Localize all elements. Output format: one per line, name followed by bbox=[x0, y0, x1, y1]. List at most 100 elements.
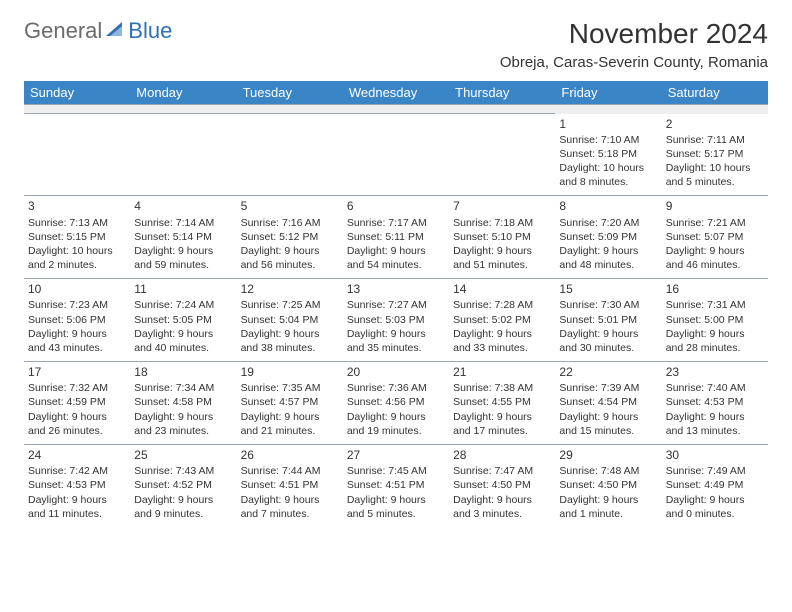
daylight-text: Daylight: 9 hours bbox=[347, 244, 445, 258]
week-row: 24Sunrise: 7:42 AMSunset: 4:53 PMDayligh… bbox=[24, 445, 768, 527]
day-number: 3 bbox=[28, 198, 126, 214]
day-cell: 3 Sunrise: 7:13 AMSunset: 5:15 PMDaylight… bbox=[24, 196, 130, 279]
daylight-text: Daylight: 9 hours bbox=[347, 327, 445, 341]
sunset-text: Sunset: 4:51 PM bbox=[347, 478, 445, 492]
day-cell: 7Sunrise: 7:18 AMSunset: 5:10 PMDaylight… bbox=[449, 196, 555, 279]
daylight-text: and 26 minutes. bbox=[28, 424, 126, 438]
day-number: 18 bbox=[134, 364, 232, 380]
spacer-row bbox=[24, 105, 768, 114]
calendar-table: Sunday Monday Tuesday Wednesday Thursday… bbox=[24, 81, 768, 527]
daylight-text: Daylight: 9 hours bbox=[666, 493, 764, 507]
daylight-text: Daylight: 9 hours bbox=[134, 244, 232, 258]
sunset-text: Sunset: 4:58 PM bbox=[134, 395, 232, 409]
daylight-text: Daylight: 10 hours bbox=[28, 244, 126, 258]
day-number: 9 bbox=[666, 198, 764, 214]
day-cell: 23Sunrise: 7:40 AMSunset: 4:53 PMDayligh… bbox=[662, 362, 768, 445]
month-title: November 2024 bbox=[500, 18, 768, 50]
sunrise-text: Sunrise: 7:31 AM bbox=[666, 298, 764, 312]
calendar-body: 1Sunrise: 7:10 AMSunset: 5:18 PMDaylight… bbox=[24, 114, 768, 527]
sunset-text: Sunset: 5:04 PM bbox=[241, 313, 339, 327]
day-number: 16 bbox=[666, 281, 764, 297]
daylight-text: Daylight: 9 hours bbox=[559, 244, 657, 258]
day-number: 25 bbox=[134, 447, 232, 463]
daylight-text: Daylight: 10 hours bbox=[559, 161, 657, 175]
sunset-text: Sunset: 5:15 PM bbox=[28, 230, 126, 244]
day-number: 7 bbox=[453, 198, 551, 214]
sunset-text: Sunset: 5:17 PM bbox=[666, 147, 764, 161]
daylight-text: and 5 minutes. bbox=[347, 507, 445, 521]
daylight-text: Daylight: 9 hours bbox=[28, 410, 126, 424]
day-cell: 20Sunrise: 7:36 AMSunset: 4:56 PMDayligh… bbox=[343, 362, 449, 445]
day-cell: 5Sunrise: 7:16 AMSunset: 5:12 PMDaylight… bbox=[237, 196, 343, 279]
sunset-text: Sunset: 5:03 PM bbox=[347, 313, 445, 327]
daylight-text: Daylight: 9 hours bbox=[28, 493, 126, 507]
daylight-text: Daylight: 9 hours bbox=[453, 493, 551, 507]
empty-cell bbox=[130, 114, 236, 196]
sunrise-text: Sunrise: 7:23 AM bbox=[28, 298, 126, 312]
daylight-text: Daylight: 9 hours bbox=[453, 327, 551, 341]
header: General Blue November 2024 Obreja, Caras… bbox=[24, 18, 768, 71]
daylight-text: and 1 minute. bbox=[559, 507, 657, 521]
daylight-text: and 21 minutes. bbox=[241, 424, 339, 438]
daylight-text: and 9 minutes. bbox=[134, 507, 232, 521]
sunrise-text: Sunrise: 7:28 AM bbox=[453, 298, 551, 312]
sunrise-text: Sunrise: 7:48 AM bbox=[559, 464, 657, 478]
sunrise-text: Sunrise: 7:13 AM bbox=[28, 216, 126, 230]
sunset-text: Sunset: 5:11 PM bbox=[347, 230, 445, 244]
day-cell: 9Sunrise: 7:21 AMSunset: 5:07 PMDaylight… bbox=[662, 196, 768, 279]
sunrise-text: Sunrise: 7:20 AM bbox=[559, 216, 657, 230]
daylight-text: and 54 minutes. bbox=[347, 258, 445, 272]
day-cell: 10Sunrise: 7:23 AMSunset: 5:06 PMDayligh… bbox=[24, 279, 130, 362]
daylight-text: and 3 minutes. bbox=[453, 507, 551, 521]
daylight-text: and 11 minutes. bbox=[28, 507, 126, 521]
sunrise-text: Sunrise: 7:16 AM bbox=[241, 216, 339, 230]
sunset-text: Sunset: 4:54 PM bbox=[559, 395, 657, 409]
day-number: 11 bbox=[134, 281, 232, 297]
daylight-text: and 17 minutes. bbox=[453, 424, 551, 438]
day-cell: 15Sunrise: 7:30 AMSunset: 5:01 PMDayligh… bbox=[555, 279, 661, 362]
sunset-text: Sunset: 5:12 PM bbox=[241, 230, 339, 244]
empty-cell bbox=[343, 114, 449, 196]
week-row: 10Sunrise: 7:23 AMSunset: 5:06 PMDayligh… bbox=[24, 279, 768, 362]
day-number: 27 bbox=[347, 447, 445, 463]
brand-logo: General Blue bbox=[24, 18, 172, 44]
calendar-page: General Blue November 2024 Obreja, Caras… bbox=[0, 0, 792, 545]
sunrise-text: Sunrise: 7:14 AM bbox=[134, 216, 232, 230]
daylight-text: and 15 minutes. bbox=[559, 424, 657, 438]
daylight-text: Daylight: 9 hours bbox=[241, 410, 339, 424]
sunrise-text: Sunrise: 7:10 AM bbox=[559, 133, 657, 147]
day-number: 4 bbox=[134, 198, 232, 214]
day-cell: 2Sunrise: 7:11 AMSunset: 5:17 PMDaylight… bbox=[662, 114, 768, 196]
day-number: 17 bbox=[28, 364, 126, 380]
day-cell: 28Sunrise: 7:47 AMSunset: 4:50 PMDayligh… bbox=[449, 445, 555, 527]
day-number: 28 bbox=[453, 447, 551, 463]
day-number: 22 bbox=[559, 364, 657, 380]
day-cell: 16Sunrise: 7:31 AMSunset: 5:00 PMDayligh… bbox=[662, 279, 768, 362]
sunrise-text: Sunrise: 7:39 AM bbox=[559, 381, 657, 395]
day-number: 30 bbox=[666, 447, 764, 463]
day-cell: 19Sunrise: 7:35 AMSunset: 4:57 PMDayligh… bbox=[237, 362, 343, 445]
empty-cell bbox=[24, 114, 130, 196]
daylight-text: and 19 minutes. bbox=[347, 424, 445, 438]
sunrise-text: Sunrise: 7:17 AM bbox=[347, 216, 445, 230]
day-number: 24 bbox=[28, 447, 126, 463]
day-cell: 6Sunrise: 7:17 AMSunset: 5:11 PMDaylight… bbox=[343, 196, 449, 279]
daylight-text: and 28 minutes. bbox=[666, 341, 764, 355]
daylight-text: Daylight: 9 hours bbox=[559, 327, 657, 341]
sunrise-text: Sunrise: 7:25 AM bbox=[241, 298, 339, 312]
daylight-text: Daylight: 9 hours bbox=[241, 327, 339, 341]
daylight-text: and 48 minutes. bbox=[559, 258, 657, 272]
weekday-header-row: Sunday Monday Tuesday Wednesday Thursday… bbox=[24, 81, 768, 105]
daylight-text: Daylight: 9 hours bbox=[134, 327, 232, 341]
daylight-text: Daylight: 10 hours bbox=[666, 161, 764, 175]
daylight-text: Daylight: 9 hours bbox=[666, 244, 764, 258]
sunrise-text: Sunrise: 7:27 AM bbox=[347, 298, 445, 312]
day-number: 23 bbox=[666, 364, 764, 380]
day-cell: 4Sunrise: 7:14 AMSunset: 5:14 PMDaylight… bbox=[130, 196, 236, 279]
day-number: 1 bbox=[559, 116, 657, 132]
daylight-text: and 51 minutes. bbox=[453, 258, 551, 272]
sunrise-text: Sunrise: 7:32 AM bbox=[28, 381, 126, 395]
daylight-text: Daylight: 9 hours bbox=[134, 410, 232, 424]
daylight-text: and 23 minutes. bbox=[134, 424, 232, 438]
day-number: 13 bbox=[347, 281, 445, 297]
